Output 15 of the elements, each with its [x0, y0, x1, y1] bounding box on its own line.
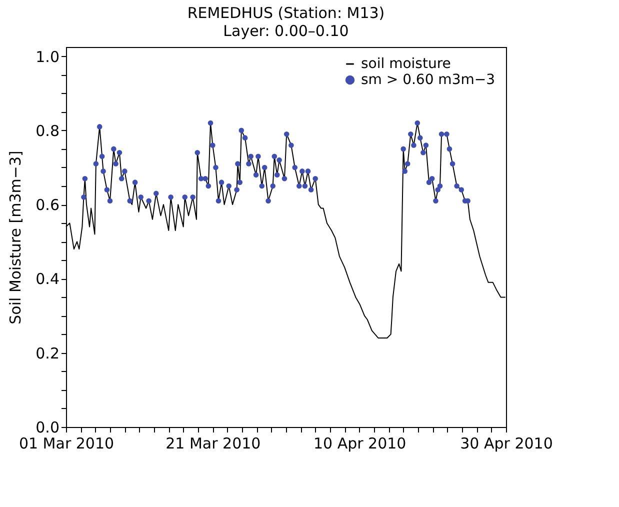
x-tick-label: 21 Mar 2010 — [166, 434, 261, 452]
legend-label: soil moisture — [361, 56, 451, 72]
x-tick-label: 01 Mar 2010 — [18, 434, 114, 452]
y-tick-label: 0.8 — [36, 122, 60, 140]
y-tick-label: 0.6 — [36, 196, 60, 214]
y-tick-label: 0.0 — [36, 418, 60, 436]
x-tick-label: 10 Apr 2010 — [313, 434, 406, 452]
y-tick-label: 0.2 — [36, 344, 60, 362]
chart-subtitle: Layer: 0.00–0.10 — [223, 22, 349, 40]
legend-label: sm > 0.60 m3m−3 — [361, 72, 496, 88]
y-tick-label: 0.4 — [36, 270, 60, 288]
x-tick-label: 30 Apr 2010 — [460, 434, 553, 452]
y-axis-title: Soil Moisture [m3m−3] — [6, 150, 25, 324]
chart-title: REMEDHUS (Station: M13) — [187, 4, 385, 22]
y-tick-label: 1.0 — [36, 48, 60, 66]
